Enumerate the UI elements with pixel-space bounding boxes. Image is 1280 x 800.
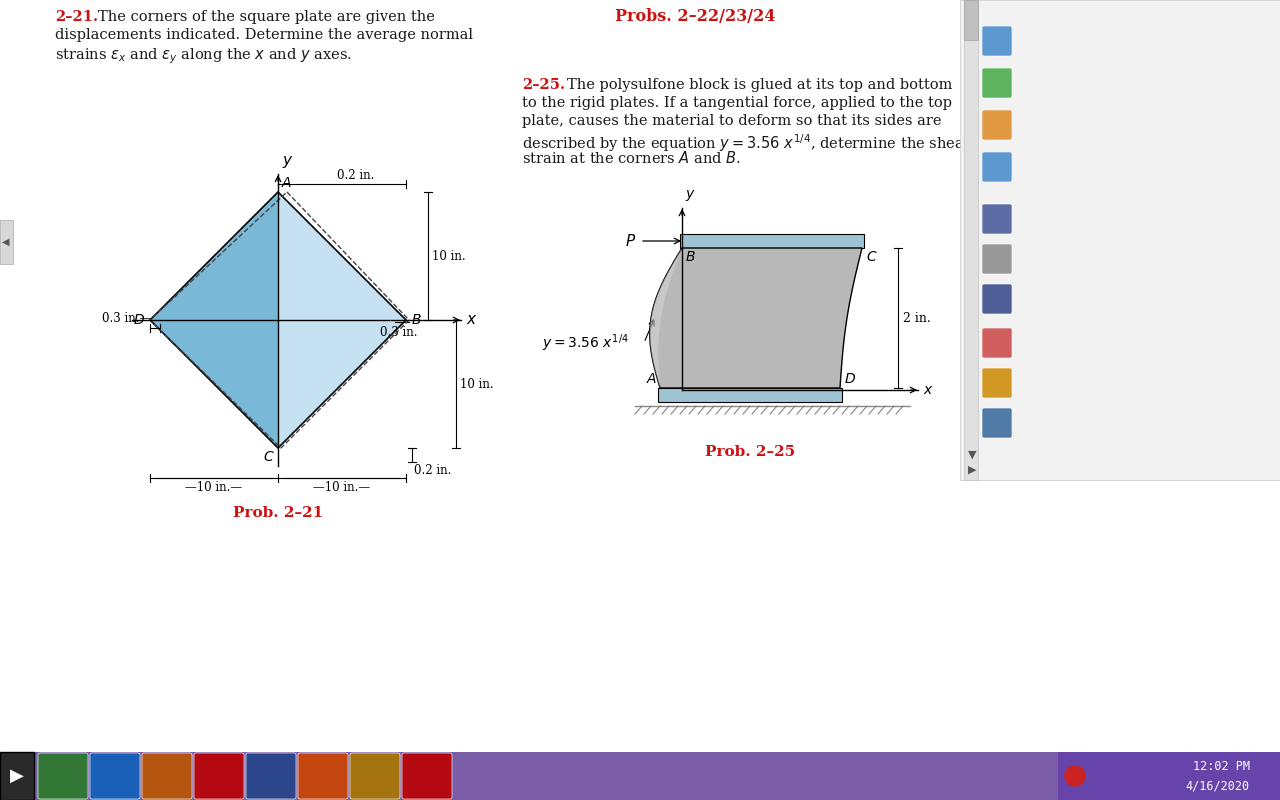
Text: 2 in.: 2 in. [902, 311, 931, 325]
FancyBboxPatch shape [982, 26, 1012, 56]
FancyBboxPatch shape [982, 408, 1012, 438]
Text: ▶: ▶ [968, 465, 977, 475]
Text: ◀: ◀ [3, 237, 10, 247]
FancyBboxPatch shape [964, 0, 978, 480]
Text: $B$: $B$ [411, 313, 421, 327]
Text: to the rigid plates. If a tangential force, applied to the top: to the rigid plates. If a tangential for… [522, 96, 952, 110]
FancyBboxPatch shape [90, 753, 140, 799]
Text: $x$: $x$ [466, 313, 477, 327]
FancyBboxPatch shape [0, 752, 1280, 800]
FancyBboxPatch shape [246, 753, 296, 799]
Text: $y$: $y$ [282, 154, 293, 170]
FancyBboxPatch shape [402, 753, 452, 799]
Text: 12:02 PM: 12:02 PM [1193, 759, 1251, 773]
Polygon shape [650, 248, 682, 388]
Text: 2–25.: 2–25. [522, 78, 564, 92]
FancyBboxPatch shape [982, 110, 1012, 140]
FancyBboxPatch shape [982, 244, 1012, 274]
Text: strain at the corners $A$ and $B$.: strain at the corners $A$ and $B$. [522, 150, 741, 166]
FancyBboxPatch shape [982, 152, 1012, 182]
Text: $D$: $D$ [133, 313, 145, 327]
Text: 0.2 in.: 0.2 in. [338, 169, 375, 182]
Text: described by the equation $y = 3.56\ x^{1/4}$, determine the shear: described by the equation $y = 3.56\ x^{… [522, 132, 972, 154]
Text: $y = 3.56\ x^{1/4}$: $y = 3.56\ x^{1/4}$ [541, 332, 628, 354]
Text: ▶: ▶ [10, 767, 24, 785]
Text: 0.2 in.: 0.2 in. [413, 464, 452, 477]
Text: Probs. 2–22/23/24: Probs. 2–22/23/24 [614, 8, 776, 25]
Text: ▼: ▼ [968, 450, 977, 460]
Text: —10 in.—: —10 in.— [186, 481, 243, 494]
Text: 0.3 in.: 0.3 in. [380, 326, 417, 339]
FancyBboxPatch shape [982, 68, 1012, 98]
Circle shape [1065, 766, 1085, 786]
FancyBboxPatch shape [964, 0, 978, 40]
Text: $A$: $A$ [282, 176, 292, 190]
Text: $C$: $C$ [264, 450, 275, 464]
Text: $P$: $P$ [625, 233, 636, 249]
FancyBboxPatch shape [982, 204, 1012, 234]
Text: $y$: $y$ [685, 188, 696, 203]
FancyBboxPatch shape [38, 753, 88, 799]
Polygon shape [150, 192, 278, 448]
Polygon shape [650, 248, 861, 388]
Text: $D$: $D$ [844, 372, 856, 386]
Text: plate, causes the material to deform so that its sides are: plate, causes the material to deform so … [522, 114, 942, 128]
FancyBboxPatch shape [349, 753, 399, 799]
Text: 10 in.: 10 in. [460, 378, 494, 390]
Text: strains $\epsilon_x$ and $\epsilon_y$ along the $x$ and $y$ axes.: strains $\epsilon_x$ and $\epsilon_y$ al… [55, 46, 352, 66]
Text: $C$: $C$ [867, 250, 878, 264]
Text: The polysulfone block is glued at its top and bottom: The polysulfone block is glued at its to… [567, 78, 952, 92]
Polygon shape [658, 388, 842, 402]
Polygon shape [278, 192, 406, 448]
FancyBboxPatch shape [195, 753, 244, 799]
Text: Prob. 2–25: Prob. 2–25 [705, 445, 795, 459]
Text: 2–21.: 2–21. [55, 10, 99, 24]
FancyBboxPatch shape [982, 368, 1012, 398]
FancyBboxPatch shape [142, 753, 192, 799]
Text: 10 in.: 10 in. [433, 250, 466, 262]
Text: displacements indicated. Determine the average normal: displacements indicated. Determine the a… [55, 28, 474, 42]
FancyBboxPatch shape [1059, 752, 1280, 800]
FancyBboxPatch shape [0, 220, 13, 264]
Text: $x$: $x$ [923, 383, 933, 397]
Text: 0.3 in.—: 0.3 in.— [102, 311, 151, 325]
FancyBboxPatch shape [0, 752, 35, 800]
Polygon shape [680, 234, 864, 248]
FancyBboxPatch shape [298, 753, 348, 799]
Text: $B$: $B$ [685, 250, 695, 264]
FancyBboxPatch shape [982, 284, 1012, 314]
Text: The corners of the square plate are given the: The corners of the square plate are give… [99, 10, 435, 24]
Text: —10 in.—: —10 in.— [314, 481, 371, 494]
Text: $A$: $A$ [645, 372, 657, 386]
Text: 4/16/2020: 4/16/2020 [1185, 779, 1251, 793]
FancyBboxPatch shape [982, 328, 1012, 358]
Text: Prob. 2–21: Prob. 2–21 [233, 506, 323, 520]
FancyBboxPatch shape [960, 0, 1280, 480]
